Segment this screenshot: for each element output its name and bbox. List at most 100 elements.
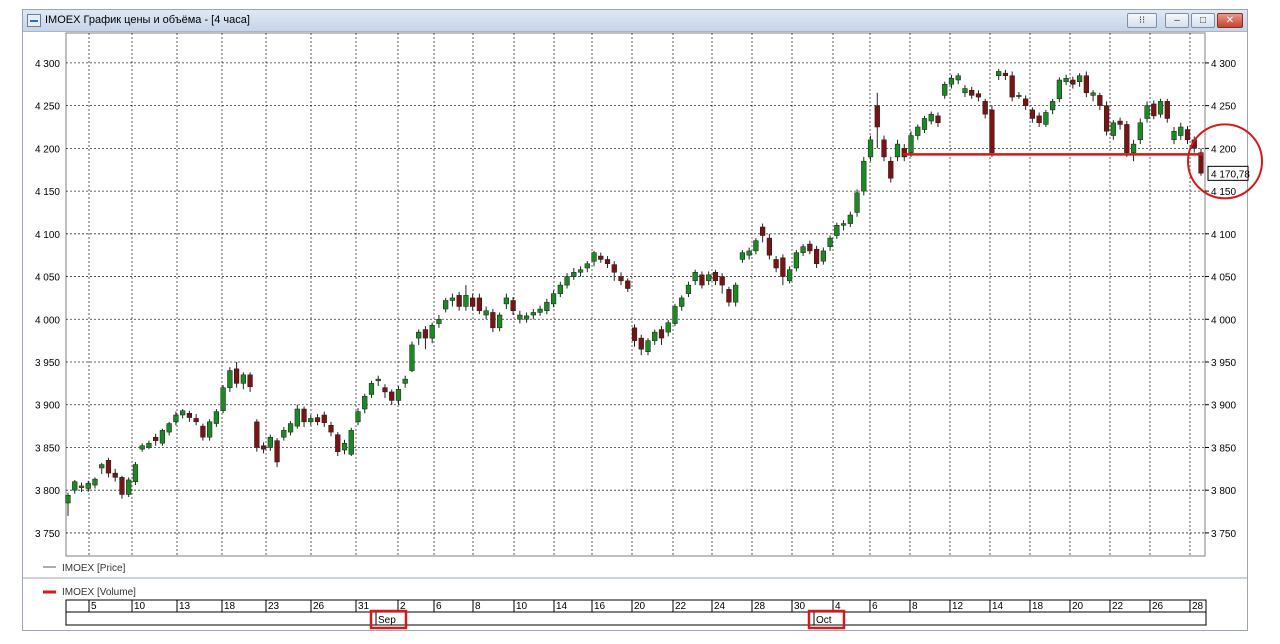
candle-down[interactable]	[335, 432, 341, 457]
minimize-button[interactable]: –	[1165, 13, 1189, 28]
candle-up[interactable]	[85, 480, 91, 492]
candle-down[interactable]	[200, 423, 206, 441]
candle-down[interactable]	[1117, 117, 1123, 130]
candle-up[interactable]	[78, 482, 85, 492]
candle-down[interactable]	[186, 410, 193, 422]
candle-down[interactable]	[314, 414, 321, 426]
candle-up[interactable]	[220, 385, 226, 414]
candle-up[interactable]	[240, 372, 246, 390]
candle-down[interactable]	[233, 362, 240, 388]
candle-up[interactable]	[537, 305, 543, 316]
candle-up[interactable]	[665, 320, 671, 337]
candle-up[interactable]	[99, 462, 105, 474]
candle-up[interactable]	[928, 111, 934, 125]
candle-up[interactable]	[921, 115, 928, 133]
candle-up[interactable]	[1157, 98, 1164, 118]
candle-up[interactable]	[1043, 109, 1049, 128]
candle-down[interactable]	[247, 372, 253, 392]
candle-down[interactable]	[1151, 100, 1157, 120]
candle-up[interactable]	[753, 238, 759, 255]
candle-down[interactable]	[1097, 92, 1103, 110]
candle-down[interactable]	[510, 297, 516, 316]
candle-down[interactable]	[274, 438, 280, 468]
candle-down[interactable]	[901, 144, 907, 162]
candle-up[interactable]	[267, 434, 273, 451]
candle-up[interactable]	[861, 156, 867, 196]
candle-up[interactable]	[517, 310, 523, 324]
candle-up[interactable]	[544, 298, 550, 315]
candle-down[interactable]	[773, 256, 779, 273]
candle-down[interactable]	[969, 86, 975, 99]
candle-down[interactable]	[490, 309, 496, 333]
candle-down[interactable]	[1164, 98, 1170, 123]
candle-down[interactable]	[726, 286, 732, 307]
candle-down[interactable]	[604, 256, 611, 269]
candle-up[interactable]	[645, 338, 651, 356]
candle-up[interactable]	[867, 135, 874, 162]
candle-down[interactable]	[975, 90, 982, 102]
candle-down[interactable]	[470, 293, 476, 311]
candle-down[interactable]	[1023, 95, 1029, 110]
candle-down[interactable]	[766, 233, 772, 260]
candle-up[interactable]	[908, 131, 914, 157]
pin-button[interactable]: ⁝⁝	[1127, 13, 1157, 28]
candle-up[interactable]	[550, 290, 557, 308]
candle-down[interactable]	[153, 433, 159, 446]
candle-up[interactable]	[948, 74, 955, 89]
candle-up[interactable]	[894, 139, 901, 162]
candle-up[interactable]	[739, 250, 746, 263]
maximize-button[interactable]: □	[1191, 13, 1215, 28]
title-bar[interactable]: IMOEX График цены и объёма - [4 часа] ⁝⁝…	[23, 10, 1247, 32]
candle-up[interactable]	[577, 266, 584, 277]
candle-up[interactable]	[1063, 74, 1069, 86]
candle-up[interactable]	[706, 271, 712, 286]
candle-down[interactable]	[476, 293, 482, 315]
candle-up[interactable]	[672, 303, 678, 327]
candle-up[interactable]	[692, 269, 698, 286]
candle-up[interactable]	[341, 439, 348, 455]
candle-up[interactable]	[139, 443, 145, 452]
candle-down[interactable]	[301, 406, 307, 427]
candle-up[interactable]	[1056, 77, 1062, 103]
candle-up[interactable]	[962, 85, 968, 98]
candle-up[interactable]	[800, 244, 806, 257]
candle-down[interactable]	[719, 273, 725, 294]
candle-down[interactable]	[105, 457, 112, 478]
candle-down[interactable]	[422, 326, 429, 350]
candle-up[interactable]	[362, 393, 368, 414]
candle-up[interactable]	[955, 73, 961, 85]
candle-up[interactable]	[571, 268, 577, 280]
candle-up[interactable]	[523, 312, 530, 323]
candle-up[interactable]	[348, 427, 354, 457]
candle-down[interactable]	[638, 334, 644, 356]
candle-down[interactable]	[780, 254, 786, 286]
candle-up[interactable]	[308, 414, 314, 426]
candle-down[interactable]	[112, 468, 118, 482]
candle-up[interactable]	[847, 211, 853, 227]
candle-up[interactable]	[72, 479, 78, 494]
candle-up[interactable]	[1137, 118, 1143, 145]
candle-up[interactable]	[294, 404, 300, 429]
candle-down[interactable]	[874, 92, 880, 149]
candle-up[interactable]	[402, 375, 408, 388]
candle-down[interactable]	[989, 105, 995, 157]
candle-up[interactable]	[854, 189, 860, 217]
candle-down[interactable]	[881, 135, 887, 162]
candle-up[interactable]	[146, 440, 152, 450]
candle-up[interactable]	[834, 222, 840, 239]
candle-up[interactable]	[483, 306, 489, 320]
candle-up[interactable]	[1050, 98, 1056, 115]
candle-down[interactable]	[389, 389, 395, 405]
candle-up[interactable]	[449, 293, 456, 307]
candle-up[interactable]	[584, 261, 590, 273]
candle-down[interactable]	[456, 291, 462, 311]
candle-down[interactable]	[328, 421, 334, 437]
candle-up[interactable]	[375, 375, 381, 386]
candle-down[interactable]	[1103, 101, 1110, 136]
candle-down[interactable]	[598, 252, 604, 263]
candle-down[interactable]	[631, 324, 638, 347]
candle-up[interactable]	[1076, 73, 1083, 87]
candle-up[interactable]	[530, 309, 536, 320]
candle-down[interactable]	[699, 271, 705, 289]
candle-up[interactable]	[1016, 91, 1022, 99]
